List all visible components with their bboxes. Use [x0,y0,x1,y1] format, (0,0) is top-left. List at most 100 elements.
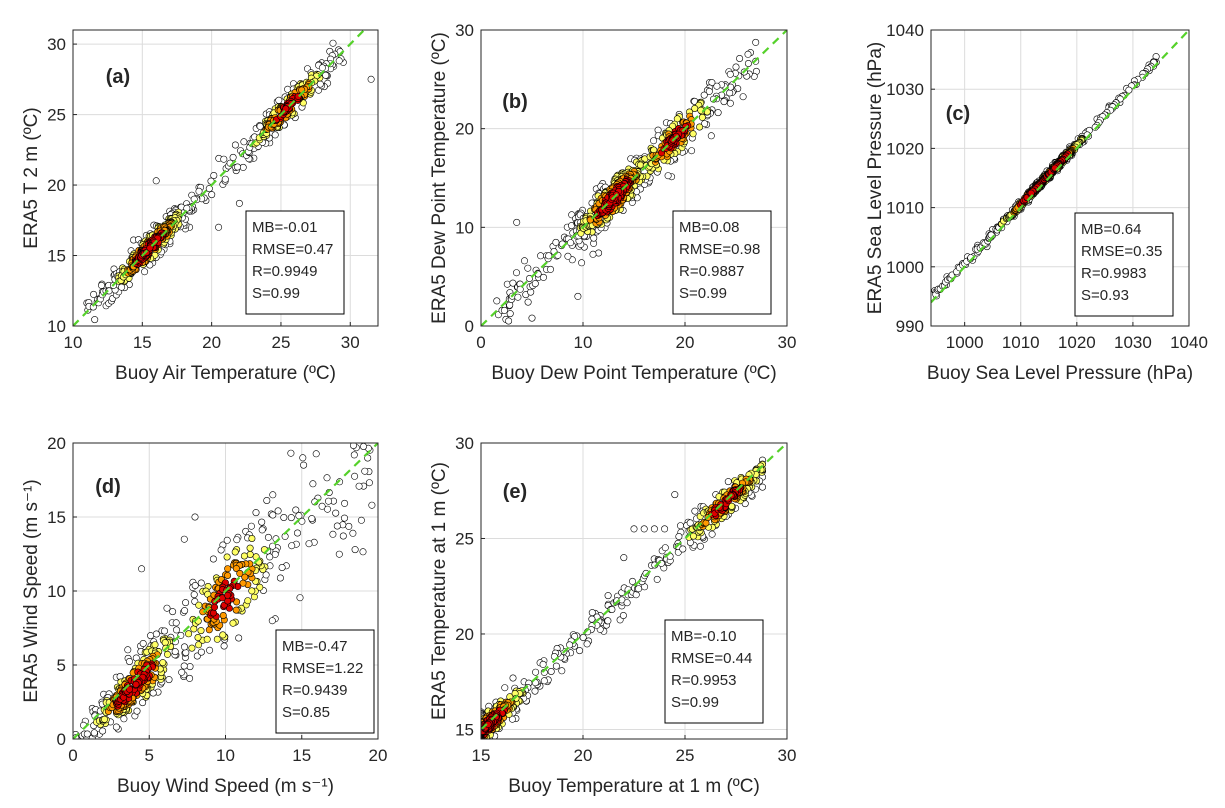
data-point [675,532,683,540]
x-axis-label: Buoy Wind Speed (m s⁻¹) [117,776,334,797]
data-point [221,175,229,183]
data-point [635,585,643,593]
data-point [537,252,545,260]
data-point [318,64,326,72]
data-point [359,548,367,556]
data-point [248,534,256,542]
data-point [244,597,252,605]
data-point [539,660,547,668]
y-tick-label: 1040 [886,21,924,40]
x-axis-label: Buoy Temperature at 1 m (ºC) [508,776,760,797]
data-point [558,667,566,675]
data-point [206,646,214,654]
x-tick-label: 25 [676,746,695,765]
data-point [714,109,722,117]
data-point [231,141,239,149]
data-point [487,739,493,745]
data-point [133,707,141,715]
data-point [619,611,627,619]
data-point [752,38,760,46]
x-tick-label: 5 [145,746,154,765]
stats-box [664,619,764,724]
data-point [689,532,697,540]
data-point [146,244,154,252]
data-point [688,147,696,155]
data-point [101,715,109,723]
data-point [274,507,282,515]
x-tick-label: 30 [778,746,797,765]
y-tick-label: 25 [47,106,66,125]
stats-line: S=0.85 [282,704,330,721]
data-point [653,575,661,583]
data-point [188,644,196,652]
one-to-one-line [73,443,378,739]
data-point [138,565,146,573]
data-point [191,513,199,521]
data-point [661,525,669,533]
data-point [209,555,217,563]
data-point [349,529,357,537]
data-point [300,461,308,469]
x-tick-label: 20 [202,333,221,352]
data-point [350,451,358,459]
y-tick-label: 0 [57,730,66,749]
stats-line: S=0.93 [1081,287,1129,304]
data-point [208,191,216,199]
x-tick-label: 10 [574,333,593,352]
data-point [676,522,684,530]
data-point [335,57,343,65]
y-tick-label: 10 [47,317,66,336]
data-point [632,591,640,599]
data-point [236,569,244,577]
x-tick-label: 1010 [1002,333,1040,352]
data-point [299,454,307,462]
one-to-one-line [931,30,1189,304]
data-point [288,542,296,550]
data-point [211,603,219,611]
data-point [361,467,369,475]
y-tick-label: 20 [47,176,66,195]
data-point [732,63,740,71]
y-axis-label: ERA5 Wind Speed (m s⁻¹) [21,479,42,702]
data-point [509,279,517,287]
data-point [583,640,591,648]
data-point [247,522,255,530]
y-tick-label: 10 [455,218,474,237]
data-point [500,306,508,314]
data-point [271,131,279,139]
data-point [623,599,631,607]
data-point [120,715,128,723]
data-point [180,535,188,543]
data-point [707,132,715,140]
x-tick-label: 20 [574,746,593,765]
data-point [531,687,539,695]
stats-line: S=0.99 [671,694,719,711]
data-point [219,611,227,619]
data-point [256,583,264,591]
stats-line: RMSE=0.44 [671,650,752,667]
data-point [278,563,286,571]
data-points [493,38,760,325]
panel-label: (b) [502,91,528,113]
axes-frame [480,442,788,740]
data-point [547,667,555,675]
data-point [362,412,368,418]
data-point [224,565,232,573]
data-point [231,548,239,556]
data-point [173,626,181,634]
data-point [263,496,271,504]
data-point [696,542,704,550]
data-point [195,601,203,609]
data-point [540,677,548,685]
data-point [258,518,266,526]
data-point [220,642,228,650]
data-point [350,443,357,449]
data-point [329,530,337,538]
data-point [308,515,316,523]
panel-label: (a) [106,66,130,88]
data-point [640,525,648,533]
data-point [689,130,697,138]
data-point [172,619,180,627]
y-tick-label: 25 [455,529,474,548]
stats-line: RMSE=0.47 [252,241,333,258]
